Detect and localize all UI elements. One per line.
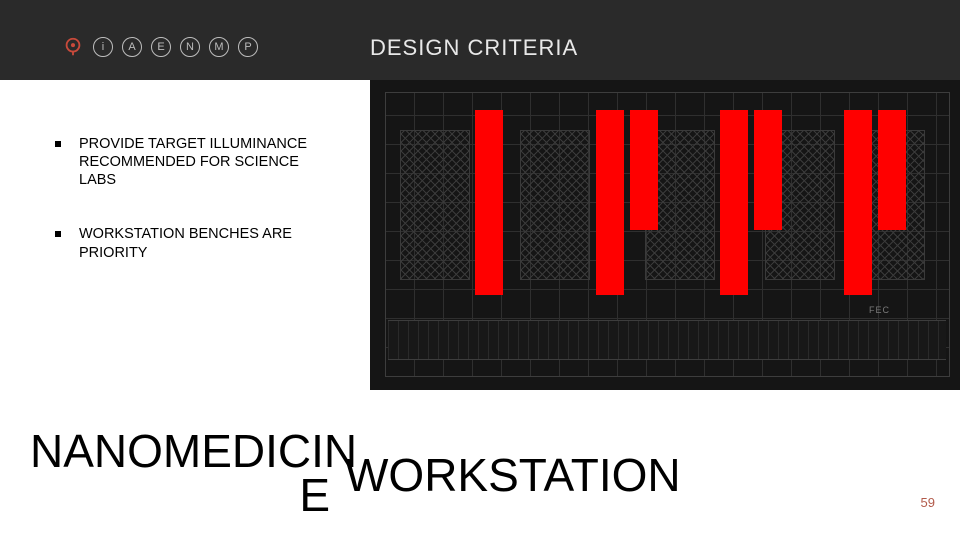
illuminance-bar [754,110,782,230]
criteria-panel: PROVIDE TARGET ILLUMINANCE RECOMMENDED F… [0,80,370,380]
location-pin-icon [62,36,84,58]
illuminance-bar [475,110,503,295]
nav-icon-a[interactable]: A [122,37,142,57]
nav-icon-e[interactable]: E [151,37,171,57]
footer-word-nanomedicine: NANOMEDICINE [30,430,330,517]
corridor [388,320,946,360]
illuminance-bar [844,110,872,295]
illuminance-bar [720,110,748,295]
nav-icon-i[interactable]: i [93,37,113,57]
footer-word-workstation: WORKSTATION [345,448,681,502]
workstation-hatch [520,130,590,280]
bullet-marker-icon [55,231,61,237]
bullet-item: WORKSTATION BENCHES ARE PRIORITY [55,225,340,261]
illuminance-bar [596,110,624,295]
bullet-text: WORKSTATION BENCHES ARE PRIORITY [79,225,340,261]
nav-icon-n[interactable]: N [180,37,200,57]
nav-icon-row: i A E N M P [62,36,258,58]
page-number: 59 [921,495,935,510]
workstation-hatch [400,130,470,280]
bullet-text: PROVIDE TARGET ILLUMINANCE RECOMMENDED F… [79,135,340,189]
nav-icon-p[interactable]: P [238,37,258,57]
floor-plan: FEC [370,80,960,390]
nav-icon-m[interactable]: M [209,37,229,57]
fec-label: FEC [869,305,890,315]
bullet-item: PROVIDE TARGET ILLUMINANCE RECOMMENDED F… [55,135,340,189]
illuminance-bar [630,110,658,230]
bullet-marker-icon [55,141,61,147]
top-bar: i A E N M P DESIGN CRITERIA [0,0,960,80]
illuminance-bar [878,110,906,230]
page-title: DESIGN CRITERIA [370,35,578,61]
